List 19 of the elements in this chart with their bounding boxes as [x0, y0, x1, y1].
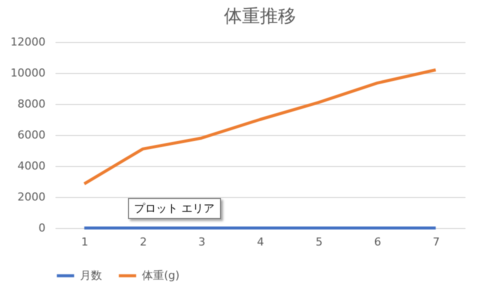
legend-label: 月数 [80, 268, 102, 282]
x-tick-label: 7 [432, 236, 440, 248]
y-tick-label: 12000 [10, 36, 46, 48]
annotation: プロット エリア [128, 198, 220, 219]
x-tick-label: 3 [198, 236, 206, 248]
x-tick-label: 6 [374, 236, 382, 248]
y-tick-label: 6000 [18, 128, 46, 142]
legend-label: 体重(g) [142, 268, 180, 282]
line-series [82, 68, 438, 186]
y-tick-label: 8000 [18, 98, 46, 110]
x-tick-label: 2 [140, 236, 147, 248]
y-tick-label: 4000 [18, 160, 46, 172]
y-tick-label: 10000 [10, 66, 46, 80]
chart-title: 体重推移 [224, 6, 296, 27]
y-tick-label: 0 [38, 222, 46, 234]
y-tick-label: 2000 [18, 190, 46, 204]
x-tick-label: 1 [81, 236, 88, 248]
x-tick-label: 5 [316, 236, 323, 248]
x-tick-label: 4 [257, 236, 264, 248]
